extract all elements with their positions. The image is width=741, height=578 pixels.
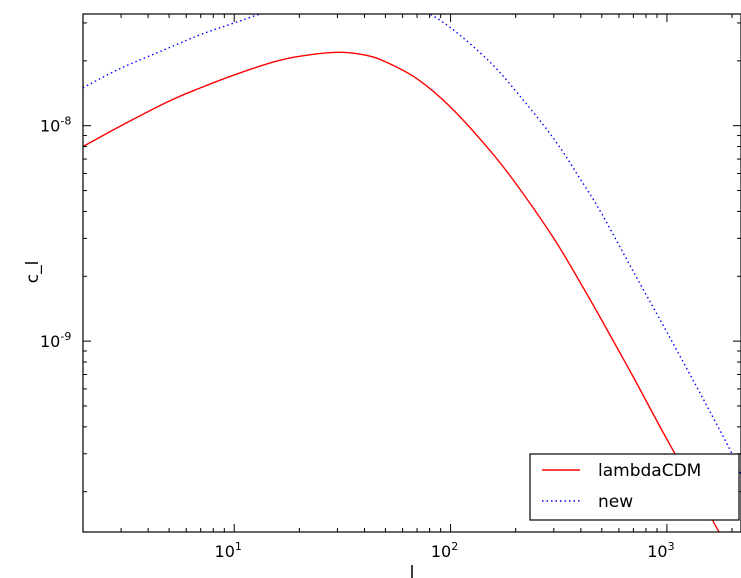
series-layer bbox=[83, 14, 741, 532]
legend-frame bbox=[529, 453, 740, 521]
legend: lambdaCDM new bbox=[529, 453, 740, 521]
series-line-new bbox=[83, 14, 741, 475]
plot-frame bbox=[82, 13, 741, 533]
x-tick-label: 103 bbox=[647, 540, 674, 561]
series-line-lambdacdm bbox=[83, 51, 720, 532]
legend-label-lambdacdm: lambdaCDM bbox=[598, 461, 701, 481]
legend-label-new: new bbox=[598, 492, 633, 512]
x-axis-label: l bbox=[410, 563, 415, 578]
tick-layer bbox=[82, 14, 741, 532]
x-tick-label: 102 bbox=[431, 540, 458, 561]
x-tick-label: 101 bbox=[215, 540, 242, 561]
y-tick-label: 10-9 bbox=[40, 330, 71, 351]
plot-background bbox=[83, 14, 741, 532]
y-tick-label: 10-8 bbox=[40, 115, 71, 136]
tick-label-layer: 101 102 103 10-8 10-9 bbox=[40, 115, 675, 561]
y-axis-label: c_l bbox=[23, 261, 43, 284]
